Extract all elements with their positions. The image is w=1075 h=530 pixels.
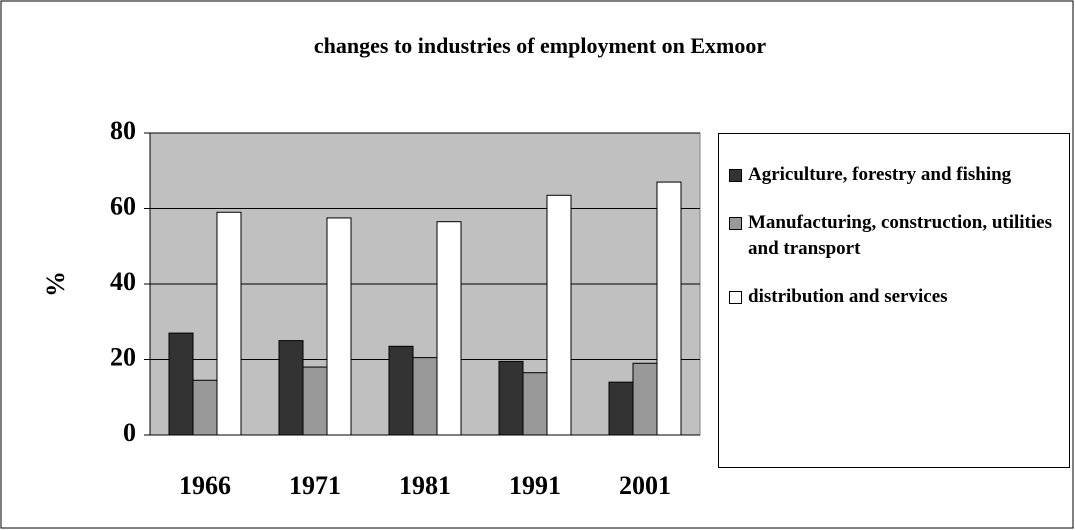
bar (412, 357, 438, 436)
legend-key (729, 291, 742, 304)
bar (216, 211, 242, 436)
bar (436, 221, 462, 436)
x-tick-label: 1966 (179, 471, 231, 500)
x-tick-label: 2001 (619, 471, 671, 500)
y-tick-label: 0 (123, 418, 136, 447)
bar (326, 217, 352, 436)
bar (522, 372, 548, 436)
x-tick-label: 1971 (289, 471, 341, 500)
bar (388, 345, 414, 436)
legend-item: distribution and services (729, 284, 1063, 310)
bar (632, 362, 658, 436)
y-tick-label: 60 (110, 191, 136, 220)
legend-label: Agriculture, forestry and fishing (748, 164, 1012, 185)
bar (278, 340, 304, 436)
y-tick-label: 40 (110, 267, 136, 296)
bar (656, 181, 682, 436)
legend-item: Manufacturing, construction, utilities a… (729, 210, 1063, 262)
x-tick-label: 1981 (399, 471, 451, 500)
bar (168, 332, 194, 436)
y-tick-label: 80 (110, 116, 136, 145)
legend-key (729, 217, 742, 230)
legend-key (729, 169, 742, 182)
legend-label: Manufacturing, construction, utilities a… (748, 212, 1052, 259)
bar (546, 194, 572, 436)
bar (498, 360, 524, 436)
chart-title: changes to industries of employment on E… (314, 33, 766, 58)
legend-item: Agriculture, forestry and fishing (729, 162, 1063, 188)
legend: Agriculture, forestry and fishing Manufac… (718, 133, 1070, 468)
legend-label: distribution and services (748, 286, 948, 307)
bar (192, 379, 218, 436)
y-tick-label: 20 (110, 342, 136, 371)
bar (302, 366, 328, 436)
bar (608, 381, 634, 436)
x-tick-label: 1991 (509, 471, 561, 500)
y-axis-label: % (41, 271, 70, 297)
